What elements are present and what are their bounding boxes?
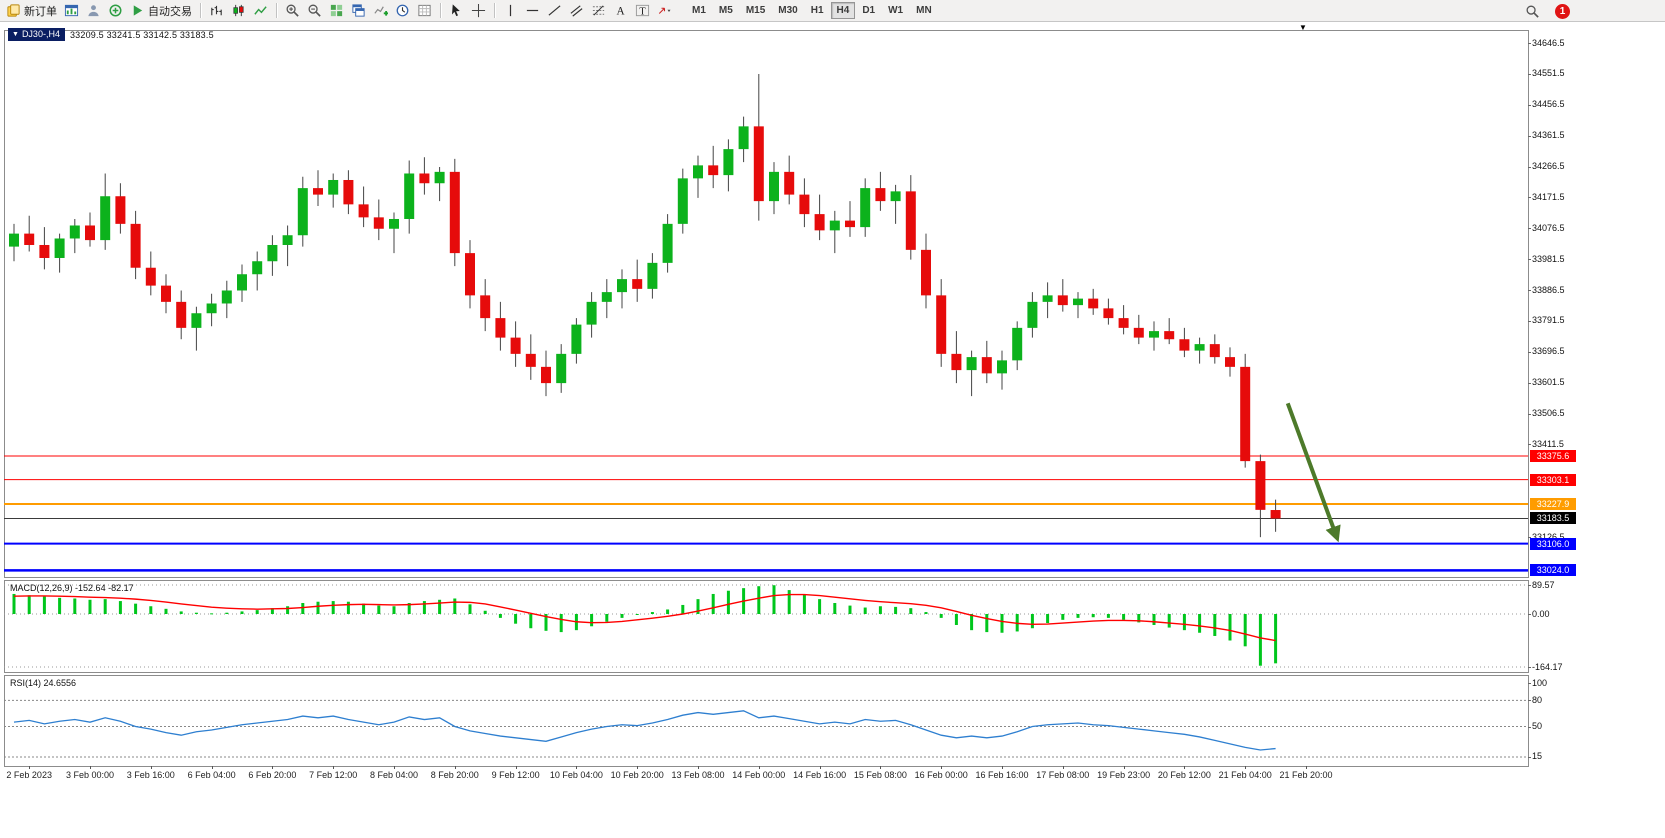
chart-properties-icon (418, 4, 431, 17)
timeframe-h4-button[interactable]: H4 (830, 2, 856, 19)
zoom-out-button[interactable] (304, 1, 325, 20)
navigator-icon (109, 4, 122, 17)
new-order-label: 新订单 (24, 5, 57, 18)
vertical-line-tool-button[interactable] (500, 1, 521, 20)
indicators-button[interactable] (370, 1, 391, 20)
chevron-down-icon: ▼ (12, 30, 19, 38)
data-window-button[interactable] (83, 1, 104, 20)
price-level-lines[interactable] (4, 455, 1528, 572)
notification-badge[interactable]: 1 (1555, 4, 1570, 19)
cursor-icon (452, 4, 460, 17)
periods-button[interactable] (392, 1, 413, 20)
search-button[interactable] (1522, 2, 1543, 21)
channel-tool-button[interactable] (566, 1, 587, 20)
rsi-group (4, 699, 1528, 758)
auto-trading-button[interactable]: 自动交易 (127, 1, 195, 20)
cascade-windows-button[interactable] (348, 1, 369, 20)
toolbar-separator (440, 3, 441, 18)
zoom-in-button[interactable] (282, 1, 303, 20)
timeframe-m30-button[interactable]: M30 (772, 2, 803, 19)
macd-values: -152.64 -82.17 (75, 583, 134, 593)
candles-group (9, 74, 1281, 538)
cursor-button[interactable] (446, 1, 467, 20)
rsi-name: RSI(14) (10, 678, 42, 688)
fibonacci-tool-button[interactable] (588, 1, 609, 20)
bar-chart-button[interactable] (206, 1, 227, 20)
search-icon (1526, 5, 1539, 18)
toolbar-right-cluster: 1 (1522, 2, 1570, 21)
play-icon (133, 5, 143, 16)
timeframe-m15-button[interactable]: M15 (740, 2, 771, 19)
clock-icon (396, 4, 409, 17)
toolbar-separator (200, 3, 201, 18)
macd-indicator-label: MACD(12,26,9) -152.64 -82.17 (10, 583, 134, 593)
new-order-button[interactable]: 新订单 (3, 1, 60, 20)
candlestick-chart-icon (233, 4, 244, 17)
vertical-line-icon (509, 4, 512, 17)
profile-icon (88, 5, 99, 17)
tile-windows-icon (330, 4, 343, 17)
toolbar-separator (494, 3, 495, 18)
navigator-button[interactable] (105, 1, 126, 20)
fibonacci-icon (592, 5, 605, 16)
arrow-objects-icon (658, 7, 671, 14)
cascade-windows-icon (352, 4, 365, 17)
macd-group (4, 584, 1528, 668)
timeframe-w1-button[interactable]: W1 (882, 2, 909, 19)
timeframe-mn-button[interactable]: MN (910, 2, 938, 19)
svg-text:A: A (616, 6, 625, 18)
parallel-channel-icon (570, 5, 583, 17)
text-label-icon: T (635, 4, 650, 17)
scroll-to-end-marker[interactable]: ▼ (1299, 23, 1307, 32)
auto-trading-label: 自动交易 (148, 5, 192, 18)
trendline-icon (548, 5, 561, 16)
trend-arrow-annotation[interactable] (1285, 402, 1341, 543)
text-tool-button[interactable]: A (610, 1, 631, 20)
rsi-indicator-label: RSI(14) 24.6556 (10, 678, 76, 688)
horizontal-line-icon (526, 9, 539, 12)
timeframe-toolbar: M1 M5 M15 M30 H1 H4 D1 W1 MN (686, 2, 938, 19)
text-a-icon: A (616, 6, 625, 18)
indicators-add-icon (374, 6, 388, 16)
macd-name: MACD(12,26,9) (10, 583, 73, 593)
line-chart-icon (254, 6, 267, 15)
line-chart-button[interactable] (250, 1, 271, 20)
candlestick-chart-button[interactable] (228, 1, 249, 20)
market-watch-icon (64, 4, 79, 17)
tile-windows-button[interactable] (326, 1, 347, 20)
toolbar-separator (276, 3, 277, 18)
horizontal-line-tool-button[interactable] (522, 1, 543, 20)
label-tool-button[interactable]: T (632, 1, 653, 20)
crosshair-icon (471, 3, 486, 18)
timeframe-m1-button[interactable]: M1 (686, 2, 712, 19)
timeframe-m5-button[interactable]: M5 (713, 2, 739, 19)
zoom-out-icon (308, 4, 321, 17)
timeframe-d1-button[interactable]: D1 (856, 2, 881, 19)
timeframe-h1-button[interactable]: H1 (805, 2, 830, 19)
symbol-tab[interactable]: ▼ DJ30-,H4 (8, 28, 65, 41)
symbol-timeframe-label: DJ30-,H4 (21, 29, 60, 39)
ohlc-values: 33209.5 33241.5 33142.5 33183.5 (69, 29, 214, 40)
new-order-icon (7, 4, 20, 17)
market-watch-button[interactable] (61, 1, 82, 20)
bar-chart-icon (211, 5, 222, 16)
top-toolbar: 新订单 自动交易 (0, 0, 1665, 22)
chart-properties-button[interactable] (414, 1, 435, 20)
arrows-tool-button[interactable] (654, 1, 675, 20)
zoom-in-icon (286, 4, 299, 17)
rsi-value: 24.6556 (43, 678, 77, 688)
crosshair-button[interactable] (468, 1, 489, 20)
chart-title: ▼ DJ30-,H4 33209.5 33241.5 33142.5 33183.… (8, 28, 214, 41)
trendline-tool-button[interactable] (544, 1, 565, 20)
svg-text:T: T (639, 6, 646, 17)
